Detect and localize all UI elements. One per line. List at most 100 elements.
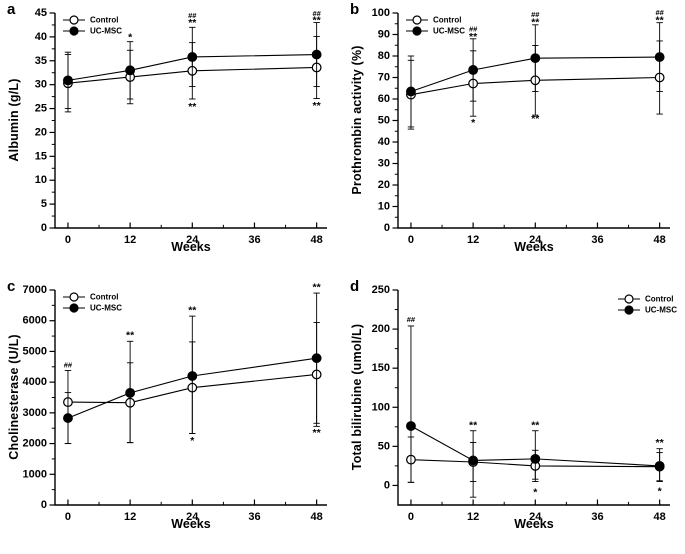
svg-text:50: 50 xyxy=(378,440,390,452)
data-point-uc-msc xyxy=(125,387,136,398)
svg-text:7000: 7000 xyxy=(23,284,47,296)
svg-text:1000: 1000 xyxy=(23,468,47,480)
svg-text:12: 12 xyxy=(467,511,479,523)
significance-marker: ## xyxy=(531,10,540,19)
svg-text:3000: 3000 xyxy=(23,407,47,419)
legend-label: Control xyxy=(90,16,118,25)
svg-text:0: 0 xyxy=(41,222,47,234)
svg-text:40: 40 xyxy=(378,136,390,148)
x-axis-title-c: Weeks xyxy=(171,517,211,531)
significance-marker: ** xyxy=(188,17,197,29)
svg-text:12: 12 xyxy=(467,234,479,246)
annotations: ##********* xyxy=(64,282,322,447)
svg-text:5: 5 xyxy=(41,198,47,210)
annotations: ##** ****** xyxy=(407,315,665,498)
significance-marker: * xyxy=(658,486,663,498)
significance-marker: ## xyxy=(64,360,73,369)
x-axis-title-d: Weeks xyxy=(514,517,554,531)
svg-text:40: 40 xyxy=(35,31,47,43)
svg-text:35: 35 xyxy=(35,55,47,67)
panel-a: a Albumin (g/L) 0 5 10 15 20 25 30 35 40 45 0 12 24 3… xyxy=(0,0,342,277)
svg-text:100: 100 xyxy=(372,7,390,19)
svg-text:20: 20 xyxy=(378,179,390,191)
significance-marker: * xyxy=(128,31,133,43)
significance-marker: ** xyxy=(313,427,322,439)
svg-text:2000: 2000 xyxy=(23,438,47,450)
svg-text:70: 70 xyxy=(378,72,390,84)
svg-text:80: 80 xyxy=(378,50,390,62)
significance-marker: ** xyxy=(313,100,322,112)
svg-text:90: 90 xyxy=(378,29,390,41)
legend-label: UC-MSC xyxy=(433,27,465,36)
svg-text:0: 0 xyxy=(408,234,414,246)
data-point-uc-msc xyxy=(311,353,322,364)
panel-b: b Prothrombin activity (%) 0 10 20 30 40 50 60… xyxy=(343,0,685,277)
series-uc-msc xyxy=(406,22,665,128)
legend-marker-filled-icon xyxy=(624,305,634,315)
axes: 0 50 100 150 200 250 0 12 24 36 48 xyxy=(372,284,670,523)
panel-letter-b: b xyxy=(350,1,360,18)
data-point-uc-msc xyxy=(530,453,541,464)
svg-text:36: 36 xyxy=(248,234,260,246)
data-point-uc-msc xyxy=(187,52,198,62)
data-point-uc-msc xyxy=(125,65,136,76)
legend-marker-open-icon xyxy=(412,15,422,25)
svg-text:5000: 5000 xyxy=(23,345,47,357)
svg-text:10: 10 xyxy=(378,201,390,213)
significance-marker: ## xyxy=(312,9,321,18)
svg-text:12: 12 xyxy=(124,234,136,246)
data-point-uc-msc xyxy=(530,53,541,64)
legend: Control UC-MSC xyxy=(406,15,465,36)
legend-label: Control xyxy=(645,295,673,304)
svg-text:0: 0 xyxy=(384,222,390,234)
panel-letter-d: d xyxy=(350,278,360,295)
svg-text:24: 24 xyxy=(186,234,199,246)
data-point-uc-msc xyxy=(63,413,73,424)
svg-text:0: 0 xyxy=(41,499,47,511)
significance-marker: ** xyxy=(656,437,665,449)
svg-text:0: 0 xyxy=(65,234,71,246)
data-point-uc-msc xyxy=(311,49,322,60)
svg-text:36: 36 xyxy=(591,511,603,523)
svg-text:30: 30 xyxy=(378,158,390,170)
svg-text:24: 24 xyxy=(186,511,199,523)
legend-label: UC-MSC xyxy=(90,304,122,313)
significance-marker: ** xyxy=(188,101,197,113)
axes: 0 1000 2000 3000 4000 5000 6000 7000 0 12 24 36 48 xyxy=(23,284,327,523)
significance-marker: ** xyxy=(531,419,540,431)
data-point-uc-msc xyxy=(406,421,416,431)
legend: Control UC-MSC xyxy=(63,15,122,36)
svg-text:25: 25 xyxy=(35,103,47,115)
legend: Control UC-MSC xyxy=(63,292,122,313)
svg-text:45: 45 xyxy=(35,7,47,19)
svg-text:0: 0 xyxy=(384,479,390,491)
x-axis-title-a: Weeks xyxy=(171,240,211,254)
legend-marker-filled-icon xyxy=(69,26,79,36)
significance-marker: ** xyxy=(313,15,322,27)
svg-text:36: 36 xyxy=(591,234,603,246)
series-uc-msc xyxy=(63,292,322,445)
panel-letter-c: c xyxy=(7,278,16,295)
data-point-uc-msc xyxy=(468,455,479,466)
significance-marker: ** xyxy=(469,31,478,43)
legend-marker-open-icon xyxy=(69,292,79,302)
svg-text:4000: 4000 xyxy=(23,376,47,388)
data-point-uc-msc xyxy=(654,52,665,63)
panel-letter-a: a xyxy=(7,1,16,18)
data-point-uc-msc xyxy=(654,460,665,471)
legend-marker-open-icon xyxy=(69,15,79,25)
svg-text:0: 0 xyxy=(65,511,71,523)
data-point-uc-msc xyxy=(187,371,198,381)
svg-text:10: 10 xyxy=(35,174,47,186)
series-uc-msc xyxy=(63,22,322,110)
svg-text:30: 30 xyxy=(35,79,47,91)
significance-marker: ** xyxy=(656,14,665,26)
legend-label: Control xyxy=(433,16,461,25)
series-uc-msc xyxy=(406,325,665,498)
annotations: ##***##****##** xyxy=(469,8,665,129)
svg-text:24: 24 xyxy=(529,511,542,523)
significance-marker: ** xyxy=(531,113,540,125)
